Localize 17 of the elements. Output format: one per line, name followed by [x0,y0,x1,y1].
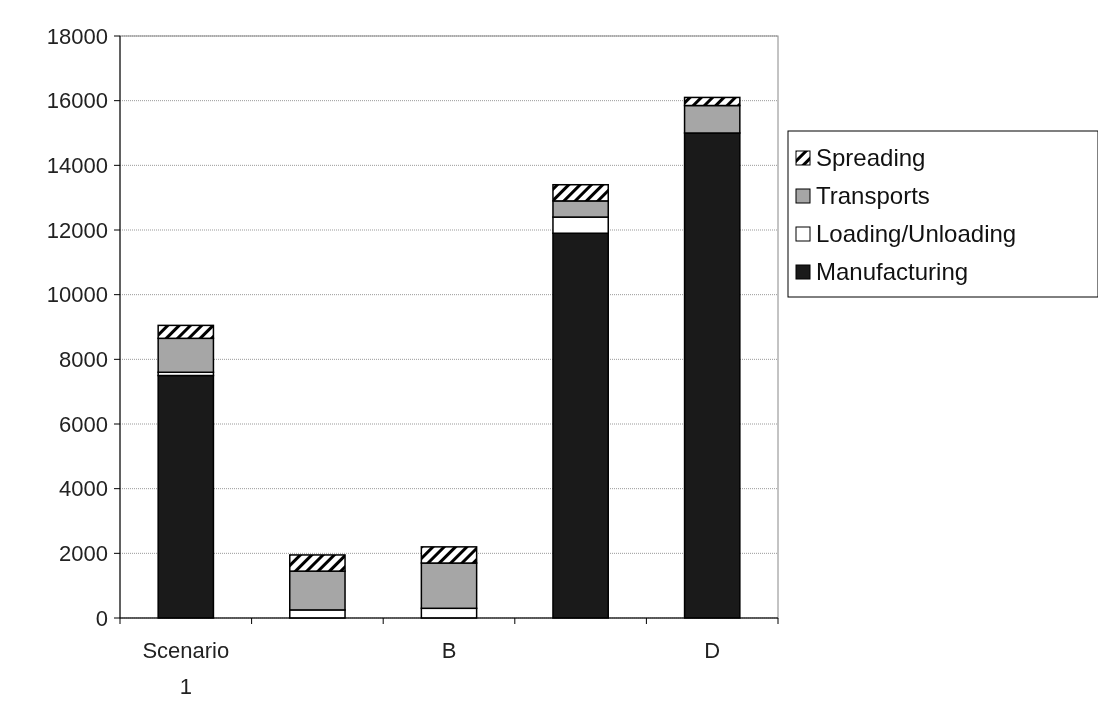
y-tick-label: 12000 [46,217,108,243]
y-tick-label: 2000 [59,541,108,567]
y-tick-label: 0 [95,605,108,631]
legend-label: Transports [816,182,930,210]
y-tick-label: 8000 [59,347,108,373]
y-tick-label: 4000 [59,476,108,502]
legend-label: Spreading [816,144,926,172]
x-tick-label: D [704,638,721,663]
legend-label: Loading/Unloading [816,220,1017,248]
y-tick-label: 18000 [46,23,108,49]
y-tick-label: 16000 [46,88,108,114]
legend-label: Manufacturing [816,258,969,286]
x-tick-label: Scenario 1 [142,638,230,699]
y-tick-label: 14000 [46,153,108,179]
x-tick-label: B [441,638,457,663]
y-tick-label: 10000 [46,282,108,308]
y-tick-label: 6000 [59,411,108,437]
